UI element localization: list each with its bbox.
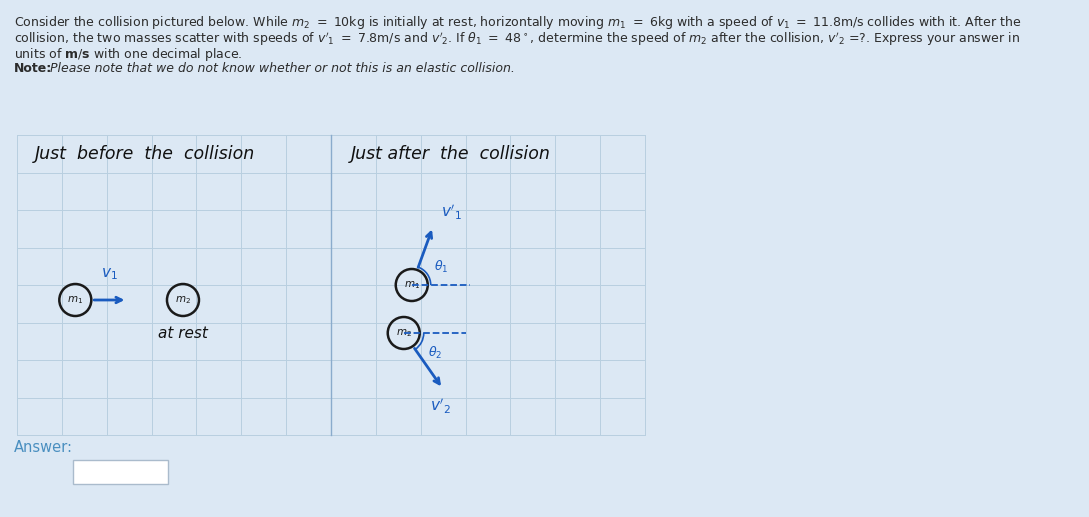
Text: collision, the two masses scatter with speeds of $v'_1$ $=$ 7.8m/s and $v'_2$. I: collision, the two masses scatter with s… <box>14 30 1020 48</box>
Text: Please note that we do not know whether or not this is an elastic collision.: Please note that we do not know whether … <box>50 62 515 75</box>
Bar <box>17 135 645 435</box>
Text: at rest: at rest <box>158 326 208 341</box>
Text: units of $\mathbf{m}$/$\mathbf{s}$ with one decimal place.: units of $\mathbf{m}$/$\mathbf{s}$ with … <box>14 46 243 63</box>
Text: Consider the collision pictured below. While $m_2$ $=$ 10kg is initially at rest: Consider the collision pictured below. W… <box>14 14 1021 31</box>
Text: Answer:: Answer: <box>14 440 73 455</box>
Text: $m_2$: $m_2$ <box>175 294 191 306</box>
Text: Just after  the  collision: Just after the collision <box>351 145 551 163</box>
Text: $v_1$: $v_1$ <box>101 266 118 282</box>
Text: $v'_1$: $v'_1$ <box>441 203 462 222</box>
Bar <box>73 460 168 484</box>
Text: $m_1$: $m_1$ <box>68 294 84 306</box>
Text: $m_1$: $m_1$ <box>404 279 419 291</box>
Text: $\theta_2$: $\theta_2$ <box>428 345 442 361</box>
Text: $m_2$: $m_2$ <box>395 327 412 339</box>
Text: $v'_2$: $v'_2$ <box>430 397 451 416</box>
Text: $\theta_1$: $\theta_1$ <box>433 259 449 275</box>
Text: Note:: Note: <box>14 62 52 75</box>
Text: Just  before  the  collision: Just before the collision <box>35 145 255 163</box>
